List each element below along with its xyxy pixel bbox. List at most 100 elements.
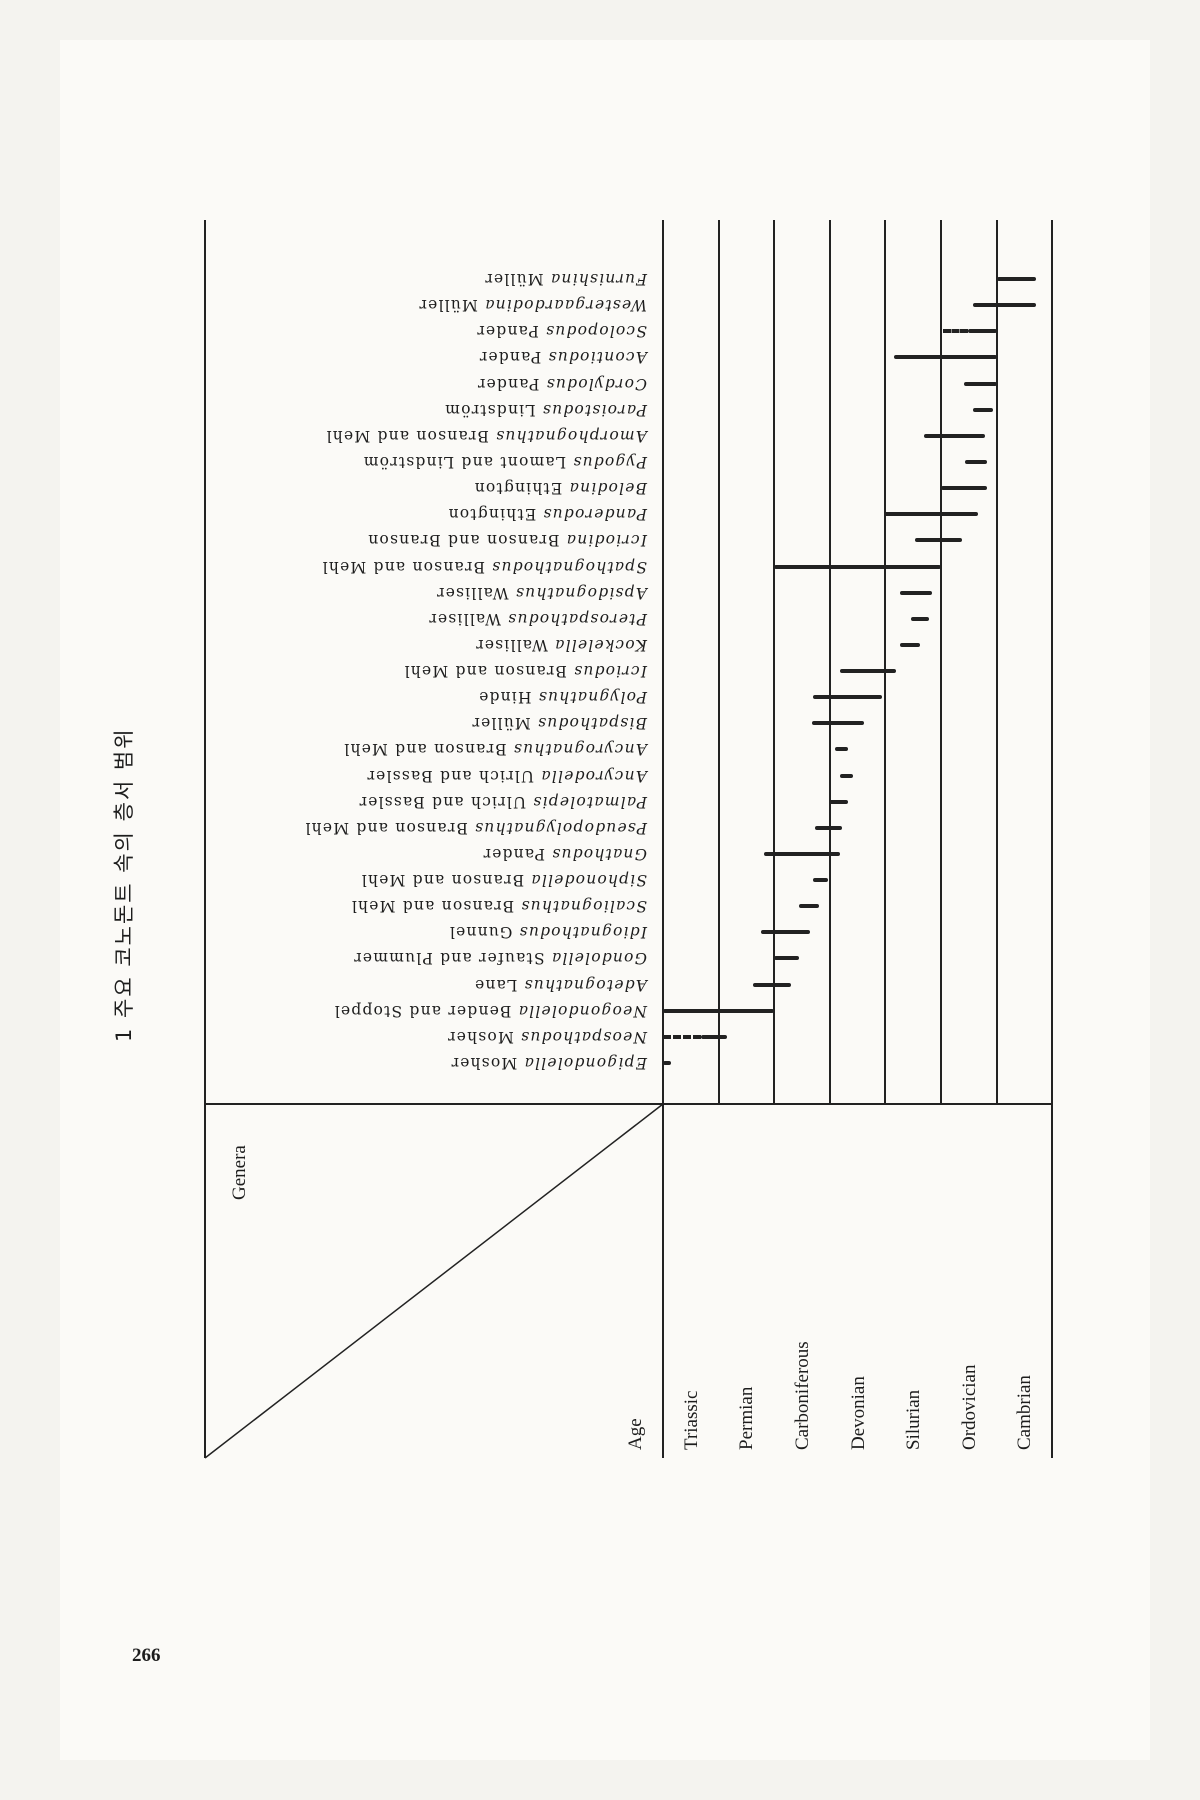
genus-author: Walliser — [435, 583, 509, 602]
page-sheet — [60, 40, 1150, 1760]
range-bar — [964, 381, 997, 386]
genus-row: Ancyrognathus Branson and Mehl — [200, 736, 647, 762]
range-bar — [973, 303, 1036, 308]
genus-name: Neospathodus — [520, 1027, 647, 1046]
page-number: 266 — [132, 1645, 161, 1666]
age-label-triassic: Triassic — [680, 1390, 702, 1450]
genus-row: Spathognathodus Branson and Mehl — [200, 554, 648, 580]
genus-row: Acontiodus Pander — [200, 344, 647, 370]
age-column-divider — [995, 220, 998, 1104]
genus-name: Cordylodus — [545, 374, 647, 393]
range-bar — [965, 460, 987, 464]
genus-row: Adetognathus Lane — [200, 972, 647, 998]
genus-author: Branson and Mehl — [343, 740, 507, 759]
genus-author: Ethington — [447, 505, 537, 524]
genus-name: Polygnathus — [537, 688, 647, 707]
genus-row: Polygnathus Hinde — [200, 684, 647, 710]
genus-name: Panderodus — [542, 505, 647, 524]
range-bar — [813, 695, 883, 700]
genus-author: Ethington — [473, 479, 563, 498]
genus-name: Idiognathodus — [518, 923, 647, 942]
genus-name: Neogondolella — [517, 1001, 647, 1020]
genus-name: Belodina — [568, 479, 647, 498]
genus-row: Kockelella Walliser — [200, 632, 647, 658]
genus-name: Palmatolepis — [532, 792, 647, 811]
table-left-border — [204, 220, 206, 1458]
age-header: Age — [625, 1418, 646, 1450]
range-bar — [798, 904, 820, 909]
range-bar — [814, 825, 843, 830]
range-bar — [996, 277, 1036, 282]
genus-author: Ulrich and Bassler — [358, 792, 527, 811]
genus-author: Branson and Mehl — [403, 662, 567, 681]
genus-author: Branson and Branson — [367, 531, 560, 550]
age-label-silurian: Silurian — [903, 1389, 925, 1450]
genus-author: Müller — [418, 296, 478, 315]
genus-author: Branson and Mehl — [321, 557, 485, 576]
genus-name: Paroistodus — [541, 400, 647, 419]
age-label-permian: Permian — [736, 1386, 758, 1450]
genus-row: Idiognathodus Gunnel — [200, 919, 647, 945]
age-column-divider — [940, 220, 942, 1104]
genus-row: Belodina Ethington — [200, 475, 647, 501]
genus-name: Scolopodus — [544, 322, 647, 341]
genus-author: Staufer and Plummer — [353, 949, 545, 968]
range-bar — [967, 329, 997, 334]
range-bar-uncertain — [942, 329, 968, 334]
genus-name: Bispathodus — [536, 714, 647, 733]
genus-name: Kockelella — [553, 635, 647, 654]
range-bar — [774, 956, 799, 961]
range-bar — [839, 773, 854, 778]
range-bar — [915, 538, 963, 543]
range-bar — [834, 747, 849, 752]
genus-author: Ulrich and Bassler — [366, 766, 535, 785]
genus-author: Pander — [482, 844, 546, 863]
genus-row: Amorphognathus Branson and Mehl — [200, 423, 647, 449]
genus-name: Scaliognathus — [520, 897, 647, 916]
range-bar — [753, 982, 791, 987]
range-bar — [774, 564, 941, 569]
genus-row: Siphonodella Branson and Mehl — [200, 867, 647, 893]
genus-row: Pygodus Lamont and Lindström — [200, 449, 647, 475]
genus-name: Pseudopolygnathus — [473, 818, 647, 837]
genus-name: Ancyrognathus — [512, 740, 647, 759]
genus-row: Scaliognathus Branson and Mehl — [200, 893, 647, 919]
genus-row: Pseudopolygnathus Branson and Mehl — [200, 815, 647, 841]
genus-author: Walliser — [474, 635, 548, 654]
range-bar — [700, 1034, 727, 1039]
genus-author: Bender and Stoppel — [333, 1001, 512, 1020]
age-column-divider — [828, 220, 831, 1104]
range-bar — [760, 930, 811, 935]
range-bar — [924, 433, 986, 438]
range-bar — [900, 590, 933, 595]
genus-author: Hinde — [477, 688, 532, 707]
genus-author: Müller — [484, 270, 544, 289]
range-bar — [893, 355, 997, 360]
genus-author: Pander — [476, 374, 540, 393]
header-divider — [204, 1103, 1053, 1105]
range-bar — [663, 1061, 672, 1065]
genus-author: Pander — [478, 348, 542, 367]
age-label-carboniferous: Carboniferous — [792, 1341, 813, 1450]
genus-row: Gondolella Staufer and Plummer — [200, 945, 647, 971]
genus-name: Gondolella — [550, 949, 647, 968]
age-column-divider — [773, 220, 776, 1104]
range-bar — [972, 407, 993, 412]
genera-age-divider — [662, 220, 664, 1458]
genus-name: Acontiodus — [547, 348, 647, 367]
genus-row: Neogondolella Bender and Stoppel — [200, 998, 647, 1024]
genus-name: Epigondolella — [523, 1054, 647, 1072]
genus-name: Pterospathodus — [507, 609, 647, 628]
genus-name: Icriodus — [573, 662, 647, 681]
age-label-devonian: Devonian — [847, 1376, 869, 1450]
genus-name: Westergaardodina — [484, 296, 647, 315]
age-column-divider — [717, 220, 720, 1104]
genus-author: Lane — [473, 975, 518, 994]
range-bar — [884, 512, 979, 517]
genus-row: Furnishina Müller — [200, 266, 647, 292]
genus-name: Ancyrodella — [540, 766, 647, 785]
genus-author: Walliser — [428, 609, 501, 628]
genus-name: Gnathodus — [551, 844, 647, 863]
genus-row: Bispathodus Müller — [200, 710, 647, 736]
